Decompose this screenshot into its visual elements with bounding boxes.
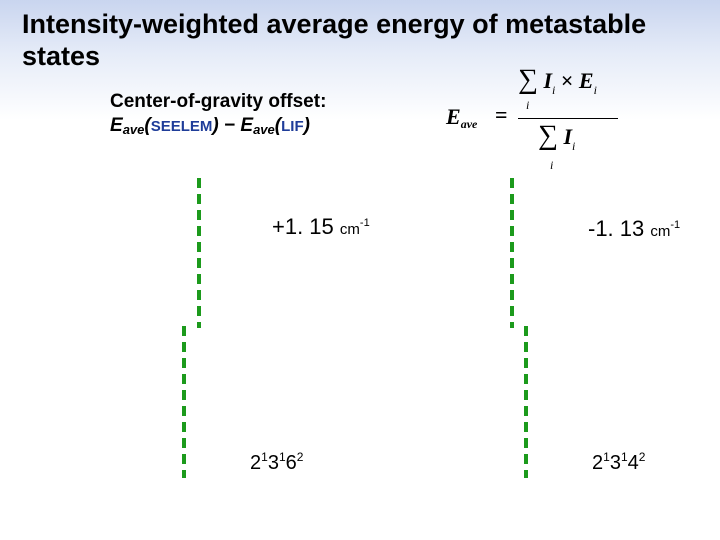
offset-label-left: +1. 15 cm-1 xyxy=(272,214,370,239)
formula-lhs: Eave xyxy=(446,104,478,131)
formula-numerator: ∑ Ii × Ei i xyxy=(518,64,597,112)
slide-title: Intensity-weighted average energy of met… xyxy=(22,9,647,71)
method-seelem: SEELEM xyxy=(150,118,213,135)
fraction-bar xyxy=(518,118,618,119)
formula-equals: = xyxy=(495,102,508,127)
offset-label-right: -1. 13 cm-1 xyxy=(588,216,681,241)
cog-offset-heading: Center-of-gravity offset: xyxy=(110,91,327,112)
formula-denominator: ∑ Ii i xyxy=(538,120,576,172)
average-energy-formula: Eave = ∑ Ii × Ei i ∑ Ii i xyxy=(440,62,630,172)
sum-symbol: ∑ xyxy=(538,120,558,151)
method-lif: LIF xyxy=(281,118,304,135)
cog-offset-definition: Center-of-gravity offset: Eave(SEELEM) −… xyxy=(110,90,326,139)
sum-symbol: ∑ xyxy=(518,64,538,95)
cog-offset-expression: Eave(SEELEM) − Eave(LIF) xyxy=(110,115,310,137)
state-label-left: 213162 xyxy=(250,450,304,474)
state-label-right: 213142 xyxy=(592,450,646,474)
